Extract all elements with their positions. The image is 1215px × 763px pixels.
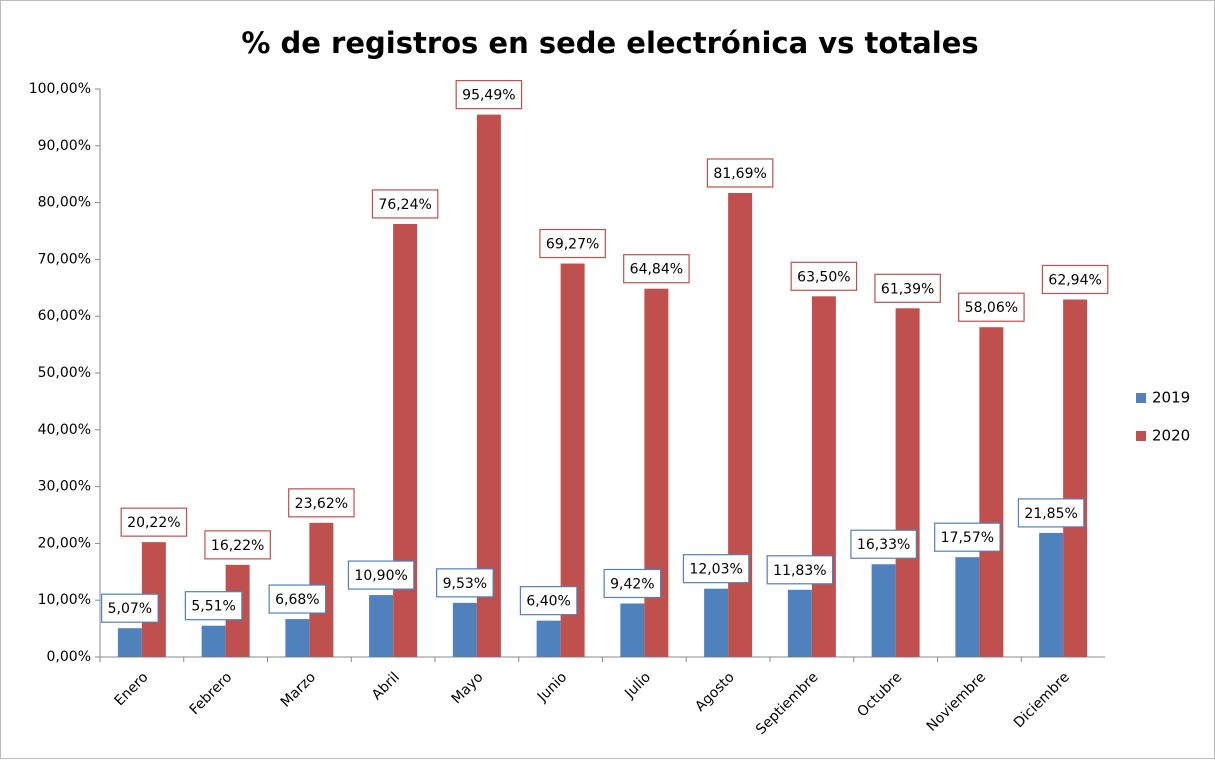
- bar: [979, 327, 1004, 657]
- data-label: 58,06%: [965, 300, 1018, 316]
- data-label: 17,57%: [941, 530, 994, 546]
- data-label-box: [268, 584, 327, 614]
- y-tick-label: 30,00%: [38, 479, 91, 495]
- data-label: 61,39%: [881, 281, 934, 297]
- data-label-box: [539, 228, 606, 259]
- data-label: 9,53%: [443, 576, 487, 592]
- legend-label: 2019: [1152, 389, 1190, 407]
- data-label: 16,33%: [857, 537, 910, 553]
- legend-label: 2020: [1152, 427, 1190, 445]
- data-label: 5,51%: [191, 599, 235, 615]
- y-tick-label: 100,00%: [29, 81, 91, 97]
- bar: [728, 193, 753, 657]
- data-label: 23,62%: [295, 496, 348, 512]
- data-label: 5,07%: [108, 601, 152, 617]
- data-label: 64,84%: [630, 262, 683, 278]
- y-tick-label: 70,00%: [38, 251, 91, 267]
- data-label-box: [958, 292, 1025, 322]
- data-label: 81,69%: [713, 166, 766, 182]
- y-tick-label: 10,00%: [38, 592, 91, 608]
- bar: [117, 628, 142, 657]
- y-tick-label: 50,00%: [38, 365, 91, 381]
- data-label: 76,24%: [378, 197, 431, 213]
- bar: [895, 308, 920, 657]
- data-label: 16,22%: [211, 538, 264, 554]
- data-label-box: [347, 560, 415, 590]
- data-label: 11,83%: [773, 563, 826, 579]
- y-tick-label: 60,00%: [38, 308, 91, 324]
- data-label: 21,85%: [1024, 506, 1077, 522]
- data-label-box: [184, 591, 243, 621]
- bar: [811, 296, 836, 657]
- y-tick-label: 20,00%: [38, 535, 91, 551]
- bar: [1063, 299, 1088, 657]
- bar: [536, 620, 561, 657]
- bar: [393, 223, 418, 658]
- data-label: 9,42%: [610, 576, 654, 592]
- bar: [285, 619, 310, 657]
- data-label: 95,49%: [462, 88, 515, 104]
- data-label-box: [1017, 498, 1085, 528]
- bar: [452, 602, 477, 657]
- data-label-box: [934, 522, 1001, 552]
- bar: [201, 625, 226, 657]
- data-label-box: [790, 261, 858, 291]
- data-label-box: [1041, 264, 1109, 295]
- data-label-box: [850, 529, 917, 559]
- data-label-box: [288, 488, 355, 518]
- bar: [644, 288, 669, 657]
- bar: [369, 595, 394, 657]
- data-label-box: [204, 530, 271, 560]
- bar: [955, 557, 980, 657]
- data-label-box: [436, 568, 494, 598]
- data-label: 10,90%: [354, 568, 407, 584]
- data-label-box: [120, 507, 188, 537]
- data-label-box: [603, 568, 662, 599]
- bar: [620, 603, 645, 657]
- bar: [871, 564, 896, 657]
- data-label: 63,50%: [797, 269, 850, 285]
- data-label: 12,03%: [689, 562, 742, 578]
- chart-title: % de registros en sede electrónica vs to…: [241, 26, 978, 60]
- legend-swatch: [1136, 393, 1146, 403]
- data-label-box: [623, 254, 690, 284]
- bar: [476, 114, 501, 657]
- data-label-box: [101, 593, 159, 623]
- data-label-box: [706, 158, 774, 188]
- y-tick-label: 90,00%: [38, 138, 91, 154]
- data-label-box: [766, 555, 834, 585]
- y-tick-label: 0,00%: [47, 649, 91, 665]
- y-tick-label: 40,00%: [38, 422, 91, 438]
- data-label-box: [455, 80, 523, 110]
- data-label: 6,68%: [275, 592, 319, 608]
- data-label: 20,22%: [127, 515, 180, 531]
- bar: [704, 588, 729, 657]
- data-label-box: [682, 554, 750, 584]
- bar: [787, 589, 812, 657]
- data-label: 69,27%: [546, 237, 599, 253]
- legend-swatch: [1136, 431, 1146, 441]
- data-label: 62,94%: [1048, 273, 1101, 289]
- data-label: 6,40%: [526, 594, 570, 610]
- bar: [1039, 532, 1064, 657]
- data-label-box: [371, 189, 439, 219]
- data-label-box: [874, 273, 941, 303]
- y-tick-label: 80,00%: [38, 195, 91, 211]
- data-label-box: [519, 586, 578, 616]
